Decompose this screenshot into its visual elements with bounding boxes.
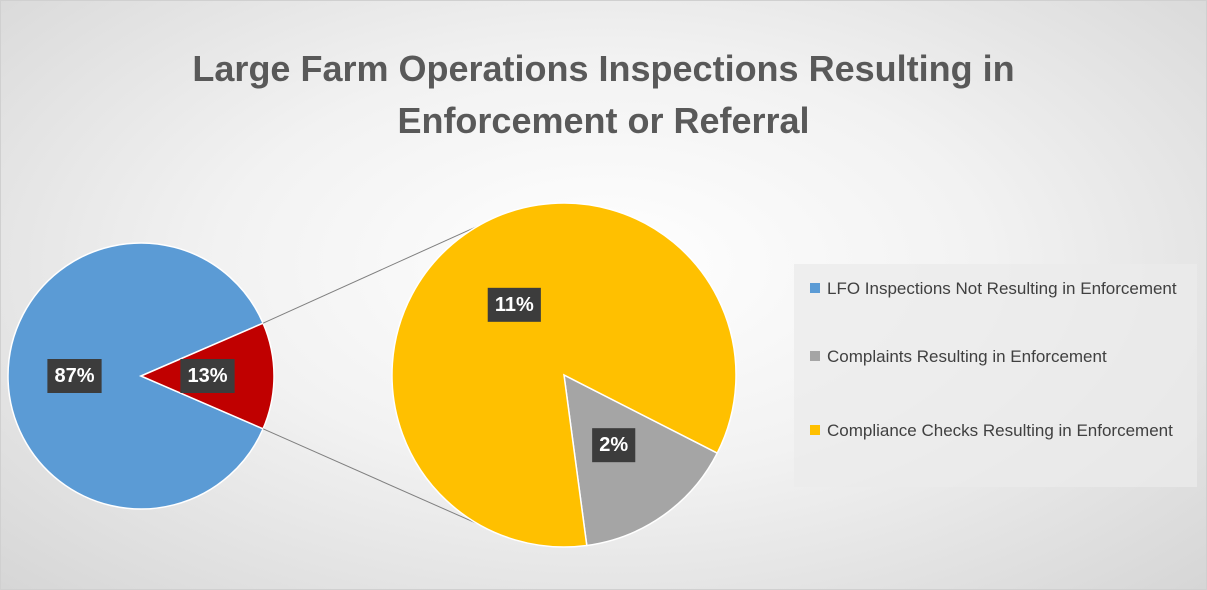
legend-label: Compliance Checks Resulting in Enforceme… <box>827 421 1173 440</box>
data-label: 13% <box>187 365 227 387</box>
legend-swatch <box>810 283 820 293</box>
connector-line <box>262 225 479 324</box>
data-label: 2% <box>599 434 628 456</box>
data-label-box <box>592 428 636 463</box>
data-label-box <box>47 359 102 393</box>
legend: LFO Inspections Not Resulting in Enforce… <box>794 264 1197 487</box>
data-label-box <box>487 287 541 322</box>
data-label: 11% <box>495 294 534 316</box>
legend-entry: Compliance Checks Resulting in Enforceme… <box>810 416 1180 445</box>
legend-swatch <box>810 351 820 361</box>
pie-slice <box>563 373 719 547</box>
legend-swatch <box>810 425 820 435</box>
legend-label: LFO Inspections Not Resulting in Enforce… <box>827 279 1177 298</box>
pie-slice <box>391 202 737 548</box>
data-label: 87% <box>54 365 94 387</box>
data-label-box <box>180 359 235 393</box>
legend-entry: LFO Inspections Not Resulting in Enforce… <box>810 274 1180 303</box>
legend-label: Complaints Resulting in Enforcement <box>827 347 1107 366</box>
pie-slice <box>7 242 265 510</box>
connector-line <box>262 428 479 525</box>
legend-entry: Complaints Resulting in Enforcement <box>810 342 1180 371</box>
chart-title: Large Farm Operations Inspections Result… <box>192 48 1015 141</box>
